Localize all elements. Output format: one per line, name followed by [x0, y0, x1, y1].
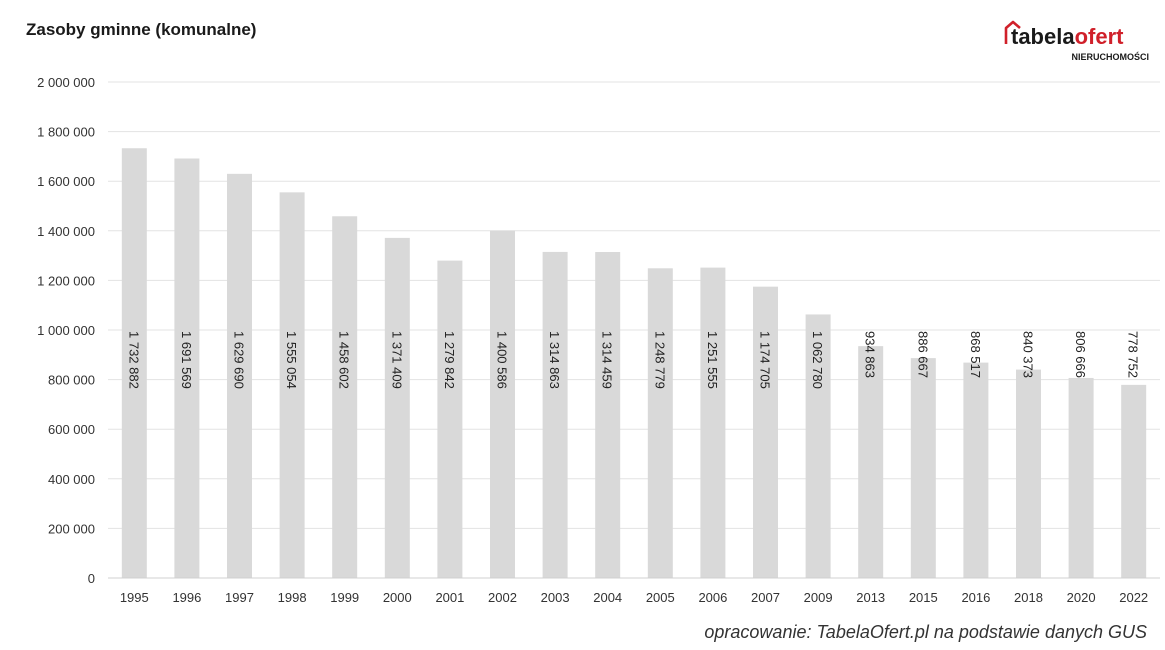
bar [279, 192, 305, 578]
data-label: 840 373 [1021, 331, 1036, 378]
data-label: 1 314 459 [600, 331, 615, 389]
x-tick-label: 2001 [435, 590, 464, 605]
x-tick-label: 2016 [961, 590, 990, 605]
x-tick-label: 2013 [856, 590, 885, 605]
logo-tagline: NIERUCHOMOŚCI [1071, 51, 1149, 62]
data-label: 1 251 555 [705, 331, 720, 389]
x-tick-label: 2005 [646, 590, 675, 605]
bar [700, 267, 726, 578]
house-icon [1004, 20, 1021, 44]
y-tick-label: 1 000 000 [37, 323, 95, 338]
bar [963, 362, 989, 578]
data-label: 1 732 882 [126, 331, 141, 389]
y-tick-label: 2 000 000 [37, 75, 95, 90]
y-tick-label: 1 800 000 [37, 125, 95, 140]
bar [1016, 369, 1041, 578]
y-tick-label: 200 000 [48, 521, 95, 536]
x-tick-label: 2002 [488, 590, 517, 605]
bar [542, 251, 568, 578]
bars: 1 732 882 1 691 569 1 629 690 1 555 054 1 45… [121, 148, 1147, 579]
x-tick-label: 2015 [909, 590, 938, 605]
data-label: 1 279 842 [442, 331, 457, 389]
x-tick-label: 1998 [278, 590, 307, 605]
bar [595, 252, 621, 579]
x-tick-label: 2000 [383, 590, 412, 605]
bar [332, 216, 358, 578]
y-tick-label: 1 400 000 [37, 224, 95, 239]
bar [490, 230, 515, 579]
x-tick-label: 2003 [541, 590, 570, 605]
bar [121, 148, 147, 578]
x-tick-label: 1997 [225, 590, 254, 605]
gridlines [108, 81, 1160, 529]
bar [805, 314, 831, 578]
data-label: 886 667 [915, 331, 930, 378]
x-tick-label: 2020 [1067, 590, 1096, 605]
logo-brand-main: tabela [1011, 24, 1075, 49]
x-axis-ticks: 1995 1996 1997 1998 1999 2000 2001 2002 2003 2004… [120, 590, 1148, 605]
data-label: 1 555 054 [284, 331, 299, 389]
y-tick-label: 800 000 [48, 373, 95, 388]
svg-text:tabelaofert: tabelaofert [1011, 24, 1124, 49]
bar [1068, 377, 1094, 578]
data-label: 1 400 586 [495, 331, 510, 389]
bar [1121, 384, 1147, 578]
data-label: 778 752 [1126, 331, 1141, 378]
x-tick-label: 2004 [593, 590, 622, 605]
bar [647, 268, 673, 578]
data-label: 1 629 690 [232, 331, 247, 389]
chart-title: Zasoby gminne (komunalne) [26, 20, 257, 39]
data-label: 1 174 705 [758, 331, 773, 389]
data-label: 1 371 409 [389, 331, 404, 389]
y-tick-label: 400 000 [48, 472, 95, 487]
bar [858, 346, 884, 578]
x-tick-label: 1996 [172, 590, 201, 605]
x-tick-label: 2009 [804, 590, 833, 605]
bar [437, 260, 463, 578]
y-tick-label: 600 000 [48, 422, 95, 437]
y-tick-label: 0 [88, 571, 95, 586]
logo-brand-accent: ofert [1075, 24, 1125, 49]
x-tick-label: 1999 [330, 590, 359, 605]
data-label: 1 248 779 [652, 331, 667, 389]
data-label: 1 062 780 [810, 331, 825, 389]
x-tick-label: 2006 [698, 590, 727, 605]
x-tick-label: 2022 [1119, 590, 1148, 605]
data-label: 1 691 569 [179, 331, 194, 389]
source-note: opracowanie: TabelaOfert.pl na podstawie… [704, 622, 1147, 642]
bar [910, 358, 936, 578]
bar [174, 158, 200, 578]
bar [753, 286, 778, 578]
data-label: 1 314 863 [547, 331, 562, 389]
data-label: 934 863 [863, 331, 878, 378]
y-tick-label: 1 200 000 [37, 273, 95, 288]
x-tick-label: 2007 [751, 590, 780, 605]
x-tick-label: 2018 [1014, 590, 1043, 605]
data-label: 1 458 602 [337, 331, 352, 389]
y-tick-label: 1 600 000 [37, 174, 95, 189]
bar [227, 173, 252, 578]
data-label: 868 517 [968, 331, 983, 378]
y-axis-ticks: 0 200 000 400 000 600 000 800 000 1 000 000 1 … [37, 75, 95, 586]
data-label: 806 666 [1073, 331, 1088, 378]
tabelaofert-logo: tabelaofert NIERUCHOMOŚCI [1004, 20, 1149, 62]
x-tick-label: 1995 [120, 590, 149, 605]
bar [384, 237, 410, 578]
